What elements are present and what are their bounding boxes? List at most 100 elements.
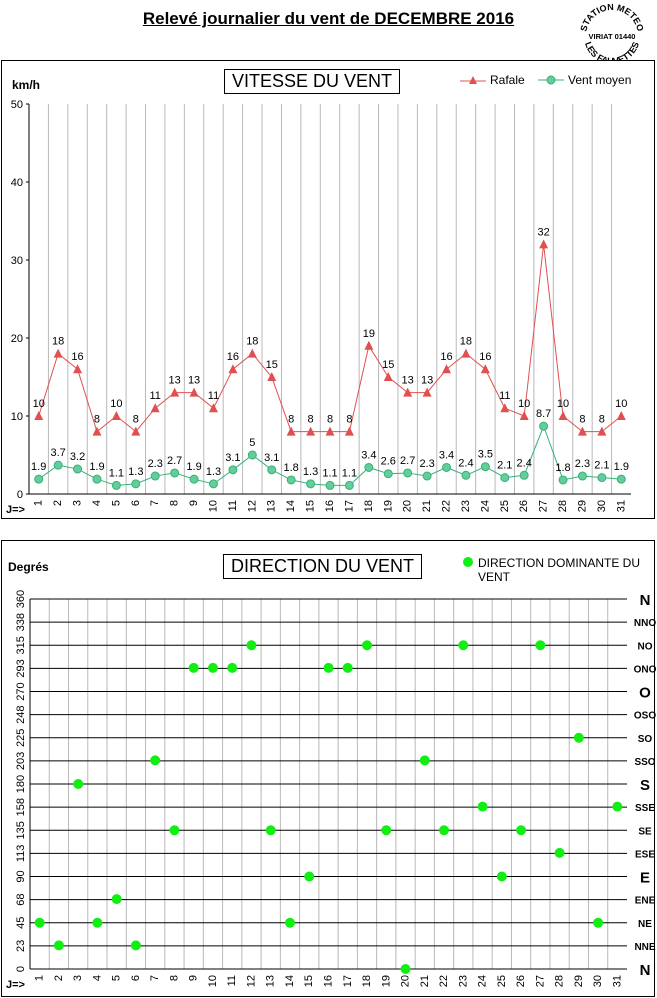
avg-data-label: 2.7 [400,455,415,467]
gust-data-label: 16 [479,351,491,363]
speed-legend: Rafale Vent moyen [460,73,641,88]
compass-label: S [640,777,650,794]
gust-point [364,340,374,350]
y-tick-label: 135 [15,821,27,839]
x-tick-label: 26 [515,975,527,987]
direction-point [207,662,218,673]
avg-data-label: 3.2 [70,451,85,463]
x-tick-label: 4 [91,975,103,981]
avg-point [189,474,199,484]
legend-avg-label: Vent moyen [568,73,632,87]
x-tick-label: 12 [245,975,257,987]
compass-label: OSO [634,711,656,722]
x-tick-label: 24 [477,975,489,987]
direction-point [227,662,238,673]
x-tick-label: 6 [130,500,142,506]
avg-point [519,470,529,480]
gust-data-label: 10 [557,398,569,410]
avg-data-label: 1.9 [89,461,104,473]
avg-data-label: 1.1 [109,467,124,479]
x-tick-label: 25 [499,500,511,512]
x-tick-label: 18 [363,500,375,512]
gust-point [442,364,452,374]
gust-data-label: 15 [382,359,394,371]
x-tick-label: 21 [421,500,433,512]
avg-data-label: 3.4 [361,449,376,461]
x-tick-label: 26 [518,500,530,512]
direction-point [92,917,103,928]
direction-point [342,662,353,673]
avg-point [325,480,335,490]
avg-point [111,480,121,490]
gust-point [189,387,199,397]
gust-data-label: 11 [150,390,161,402]
x-tick-label: 27 [534,975,546,987]
gust-point [111,411,121,420]
gust-point [306,426,316,436]
x-tick-label: 17 [343,500,355,512]
direction-point [516,825,527,836]
gust-point [500,403,510,413]
x-tick-label: 17 [342,975,354,987]
circle-marker-icon [538,75,565,85]
avg-point [150,471,160,481]
avg-point [442,462,452,472]
gust-point [267,372,277,381]
compass-label: SE [638,826,652,837]
gust-data-label: 13 [169,375,181,387]
avg-point [208,479,218,489]
x-tick-label: 14 [284,975,296,987]
avg-data-label: 2.4 [517,457,532,469]
direction-point [323,662,334,673]
avg-data-label: 1.3 [303,466,318,478]
gust-data-label: 13 [188,375,200,387]
x-tick-label: 15 [305,500,317,512]
y-tick-label: 68 [15,894,27,906]
avg-data-label: 1.8 [284,462,299,474]
direction-point [593,917,604,928]
avg-point [92,474,102,484]
gust-data-label: 8 [346,414,352,426]
direction-chart-panel [1,540,655,997]
gust-data-label: 16 [71,351,83,363]
gust-data-label: 19 [363,328,375,340]
avg-point [34,474,44,484]
x-tick-label: 10 [207,500,219,512]
y-tick-label: 20 [11,333,23,345]
gust-data-label: 8 [94,414,100,426]
x-tick-label: 31 [615,500,627,512]
gust-point [208,403,218,413]
gust-point [150,403,160,413]
y-tick-label: 113 [15,845,27,863]
avg-data-label: 2.4 [458,457,473,469]
legend-direction-label: DIRECTION DOMINANTE DU VENT [478,556,640,584]
x-tick-label: 18 [361,975,373,987]
x-tick-label: 1 [33,500,45,506]
gust-point [131,426,141,436]
x-prefix-label: J=> [6,979,25,991]
x-tick-label: 15 [303,975,315,987]
compass-label: NNE [634,942,655,953]
y-tick-label: 90 [15,870,27,882]
avg-data-label: 1.8 [555,462,570,474]
direction-point [53,940,64,951]
avg-data-label: 5 [249,437,255,449]
x-tick-label: 8 [168,975,180,981]
gust-data-label: 18 [460,336,472,348]
x-tick-label: 28 [554,975,566,987]
x-tick-label: 28 [557,500,569,512]
direction-point [246,640,257,651]
x-tick-label: 27 [538,500,550,512]
y-tick-label: 23 [15,940,27,952]
y-tick-label: 293 [15,659,27,677]
avg-point [461,470,471,480]
direction-point [130,940,141,951]
station-stamp: STATION METEO VIRIAT 01440 LES FAUVETTES [578,2,645,66]
x-tick-label: 20 [402,500,414,512]
y-tick-label: 158 [15,798,27,816]
avg-data-label: 1.9 [614,461,629,473]
gust-data-label: 16 [227,351,239,363]
gust-data-label: 10 [110,398,122,410]
x-tick-label: 7 [149,500,161,506]
